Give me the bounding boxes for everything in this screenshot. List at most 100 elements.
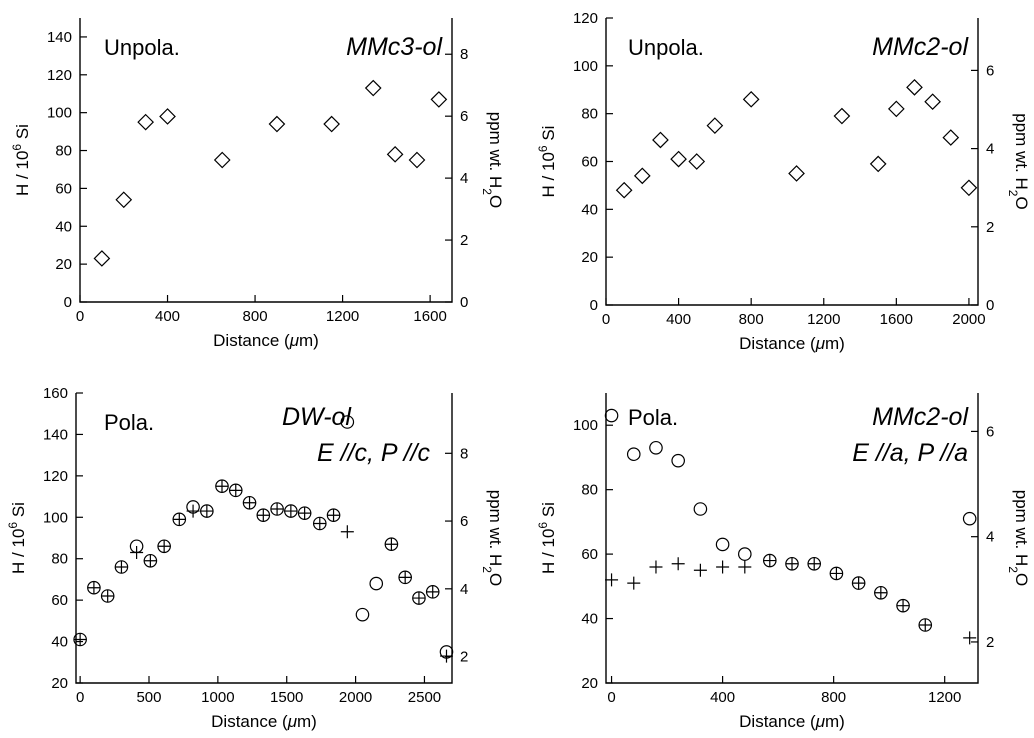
x-tick-label: 400 bbox=[710, 689, 735, 706]
y-tick-label: 60 bbox=[55, 180, 72, 197]
y-tick-label: 80 bbox=[51, 551, 68, 568]
data-point-plus bbox=[298, 506, 312, 520]
data-point-plus bbox=[313, 517, 327, 530]
y-tick-label: 100 bbox=[573, 417, 598, 434]
data-point-diamond bbox=[924, 93, 941, 111]
sample-label: MMc2-ol bbox=[872, 403, 969, 431]
data-point-plus bbox=[693, 563, 707, 577]
data-point-diamond bbox=[670, 150, 687, 168]
data-point-diamond bbox=[688, 153, 706, 170]
data-point-diamond bbox=[386, 145, 404, 163]
data-point-plus bbox=[829, 566, 843, 580]
x-tick-label: 800 bbox=[243, 308, 268, 325]
axis-frame bbox=[605, 18, 979, 306]
sample-label: MMc2-ol bbox=[872, 33, 969, 61]
panel-label: Pola. bbox=[104, 410, 154, 435]
x-tick-label: 2000 bbox=[339, 689, 372, 706]
y-tick-label: 80 bbox=[581, 106, 598, 123]
data-point-plus bbox=[143, 554, 157, 568]
orientation-label: E //a, P //a bbox=[852, 439, 968, 467]
chart-panel-4: 0 400 800 1200 20 40 60 80 100 2 4 6 Distance (μm) H … bbox=[536, 393, 1031, 731]
data-point-circle bbox=[355, 607, 370, 622]
y2-axis-title: ppm wt. H2O bbox=[480, 490, 505, 586]
x-axis-title: Distance (μm) bbox=[213, 331, 319, 350]
data-point-circle bbox=[738, 547, 752, 561]
y2-axis-title: ppm wt. H2O bbox=[1006, 490, 1031, 586]
data-point-diamond bbox=[137, 113, 154, 131]
chart-panel-1: 0 400 800 1200 1600 0 20 40 60 80 100 120 140 0 2 4 6 8 Di… bbox=[10, 18, 505, 350]
y-tick-label: 60 bbox=[581, 546, 598, 563]
y2-tick-label: 6 bbox=[986, 62, 994, 79]
y-tick-label: 60 bbox=[51, 592, 68, 609]
data-point-diamond bbox=[960, 179, 978, 197]
y2-tick-label: 4 bbox=[986, 141, 994, 158]
data-point-diamond bbox=[833, 107, 851, 125]
orientation-label: E //c, P //c bbox=[317, 439, 430, 467]
y-tick-label: 140 bbox=[43, 426, 68, 443]
data-point-plus bbox=[229, 483, 243, 497]
data-point-diamond bbox=[408, 151, 426, 169]
data-point-diamond bbox=[706, 117, 724, 134]
axis-frame bbox=[605, 393, 979, 684]
data-point-plus bbox=[172, 512, 186, 526]
y2-tick-label: 2 bbox=[460, 232, 468, 249]
y-tick-label: 100 bbox=[43, 509, 68, 526]
x-axis-title: Distance (μm) bbox=[739, 712, 845, 731]
y-axis-title: H / 106 Si bbox=[10, 124, 32, 196]
data-point-diamond bbox=[942, 129, 960, 146]
data-point-plus bbox=[852, 576, 866, 590]
data-point-diamond bbox=[652, 131, 669, 149]
data-point-circle bbox=[693, 502, 708, 516]
y2-tick-label: 0 bbox=[986, 297, 994, 314]
data-point-diamond bbox=[364, 79, 382, 97]
data-point-circle bbox=[649, 440, 663, 455]
data-point-plus bbox=[340, 525, 354, 539]
y-tick-label: 80 bbox=[55, 143, 72, 160]
data-point-plus bbox=[200, 504, 214, 518]
y-tick-label: 120 bbox=[573, 10, 598, 27]
data-point-plus bbox=[256, 508, 270, 522]
data-point-diamond bbox=[887, 100, 905, 118]
y-tick-label: 120 bbox=[47, 67, 72, 84]
data-point-diamond bbox=[213, 151, 231, 169]
y-tick-label: 20 bbox=[581, 249, 598, 266]
data-point-circle bbox=[626, 447, 641, 462]
y-tick-label: 140 bbox=[47, 29, 72, 46]
y-axis-title: H / 106 Si bbox=[536, 126, 558, 198]
y-tick-label: 20 bbox=[51, 675, 68, 692]
x-tick-label: 800 bbox=[739, 311, 764, 328]
y-axis-title: H / 106 Si bbox=[536, 502, 558, 574]
data-point-circle bbox=[671, 453, 685, 468]
y-axis-title: H / 106 Si bbox=[6, 502, 28, 574]
data-point-diamond bbox=[115, 191, 133, 209]
sample-label: MMc3-ol bbox=[346, 33, 443, 61]
data-point-plus bbox=[327, 508, 341, 522]
x-tick-label: 2500 bbox=[408, 689, 441, 706]
x-tick-label: 2000 bbox=[952, 311, 985, 328]
x-axis-title: Distance (μm) bbox=[211, 712, 317, 731]
data-point-plus bbox=[130, 546, 144, 559]
y2-axis-title: ppm wt. H2O bbox=[480, 112, 505, 208]
data-point-plus bbox=[738, 560, 752, 574]
y2-tick-label: 6 bbox=[460, 108, 468, 125]
x-tick-label: 1000 bbox=[201, 689, 234, 706]
data-point-plus bbox=[671, 557, 685, 571]
y2-tick-label: 6 bbox=[986, 423, 994, 440]
y-tick-label: 0 bbox=[590, 297, 598, 314]
x-tick-label: 1200 bbox=[807, 311, 840, 328]
y2-tick-label: 6 bbox=[460, 513, 468, 530]
data-point-diamond bbox=[633, 167, 651, 185]
axis-frame bbox=[75, 393, 453, 684]
data-point-plus bbox=[963, 631, 977, 645]
y2-tick-label: 0 bbox=[460, 294, 468, 311]
data-point-circle bbox=[369, 576, 384, 591]
y-tick-label: 40 bbox=[581, 611, 598, 628]
data-point-diamond bbox=[323, 115, 340, 133]
data-point-diamond bbox=[93, 250, 111, 267]
data-point-plus bbox=[243, 496, 257, 510]
data-point-plus bbox=[412, 591, 426, 605]
data-point-diamond bbox=[268, 115, 286, 133]
x-tick-label: 400 bbox=[155, 308, 180, 325]
y-tick-label: 20 bbox=[55, 256, 72, 273]
data-point-plus bbox=[270, 502, 284, 516]
